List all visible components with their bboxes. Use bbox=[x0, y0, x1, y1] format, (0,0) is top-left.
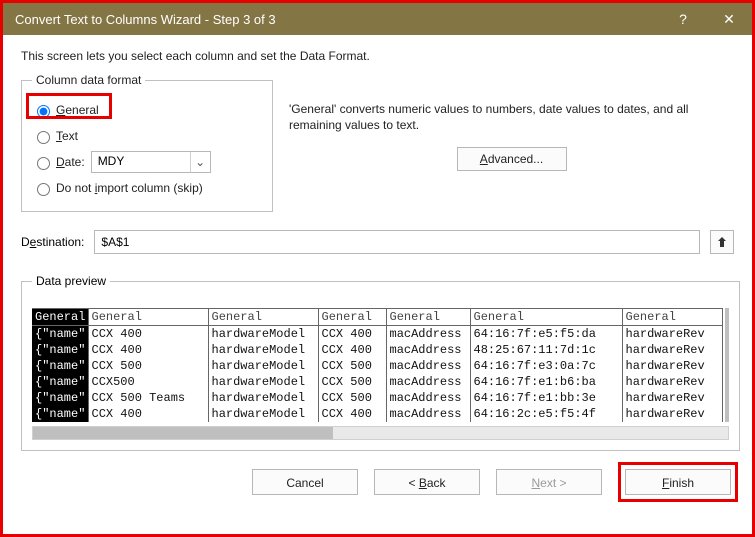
preview-cell: {"name" bbox=[32, 406, 88, 422]
table-row: {"name"CCX500hardwareModelCCX 500macAddr… bbox=[32, 374, 722, 390]
destination-value: $A$1 bbox=[101, 235, 129, 249]
format-description: 'General' converts numeric values to num… bbox=[289, 73, 734, 133]
preview-cell: CCX500 bbox=[88, 374, 208, 390]
preview-cell: CCX 400 bbox=[318, 406, 386, 422]
preview-cell: 64:16:2c:e5:f5:4f bbox=[470, 406, 622, 422]
column-data-format-group: Column data format General Text Date: MD… bbox=[21, 73, 273, 212]
preview-cell: macAddress bbox=[386, 406, 470, 422]
preview-cell: {"name" bbox=[32, 374, 88, 390]
preview-cell: CCX 500 bbox=[88, 358, 208, 374]
preview-cell: CCX 500 bbox=[318, 374, 386, 390]
next-button: Next > bbox=[496, 469, 602, 495]
finish-button[interactable]: Finish bbox=[625, 469, 731, 495]
window-title: Convert Text to Columns Wizard - Step 3 … bbox=[15, 12, 660, 27]
destination-label: Destination: bbox=[21, 235, 84, 249]
preview-cell: {"name" bbox=[32, 342, 88, 358]
preview-cell: 64:16:7f:e1:bb:3e bbox=[470, 390, 622, 406]
table-row: {"name"CCX 400hardwareModelCCX 400macAdd… bbox=[32, 342, 722, 358]
preview-cell: CCX 400 bbox=[318, 342, 386, 358]
preview-hscrollbar[interactable] bbox=[32, 426, 729, 440]
instruction-text: This screen lets you select each column … bbox=[21, 49, 734, 63]
preview-cell: hardwareRev bbox=[622, 374, 722, 390]
preview-cell: 64:16:7f:e1:b6:ba bbox=[470, 374, 622, 390]
table-row: {"name"CCX 500 TeamshardwareModelCCX 500… bbox=[32, 390, 722, 406]
preview-col-header[interactable]: General bbox=[88, 309, 208, 326]
table-row: {"name"CCX 400hardwareModelCCX 400macAdd… bbox=[32, 326, 722, 342]
preview-cell: hardwareRev bbox=[622, 406, 722, 422]
preview-cell: 64:16:7f:e3:0a:7c bbox=[470, 358, 622, 374]
preview-cell: macAddress bbox=[386, 358, 470, 374]
preview-cell: hardwareModel bbox=[208, 342, 318, 358]
preview-cell: CCX 500 bbox=[318, 390, 386, 406]
close-button[interactable]: ✕ bbox=[706, 3, 752, 35]
advanced-button[interactable]: Advanced... bbox=[457, 147, 567, 171]
preview-cell: hardwareRev bbox=[622, 390, 722, 406]
highlight-finish: Finish bbox=[618, 462, 738, 502]
column-data-format-legend: Column data format bbox=[32, 73, 145, 87]
radio-text[interactable] bbox=[37, 131, 50, 144]
preview-cell: hardwareRev bbox=[622, 358, 722, 374]
cancel-button[interactable]: Cancel bbox=[252, 469, 358, 495]
preview-cell: macAddress bbox=[386, 390, 470, 406]
preview-cell: CCX 400 bbox=[318, 326, 386, 342]
preview-cell: hardwareRev bbox=[622, 326, 722, 342]
preview-cell: {"name" bbox=[32, 326, 88, 342]
radio-general[interactable] bbox=[37, 105, 50, 118]
date-format-value: MDY bbox=[98, 154, 125, 168]
preview-cell: hardwareModel bbox=[208, 390, 318, 406]
preview-col-header[interactable]: General bbox=[32, 309, 88, 326]
label-general: General bbox=[56, 103, 99, 117]
preview-cell: macAddress bbox=[386, 374, 470, 390]
label-skip: Do not import column (skip) bbox=[56, 181, 203, 195]
preview-cell: hardwareRev bbox=[622, 342, 722, 358]
preview-cell: hardwareModel bbox=[208, 374, 318, 390]
range-select-icon bbox=[716, 236, 728, 248]
label-date: Date: bbox=[56, 155, 85, 169]
destination-input[interactable]: $A$1 bbox=[94, 230, 700, 254]
preview-cell: hardwareModel bbox=[208, 358, 318, 374]
data-preview-legend: Data preview bbox=[32, 274, 110, 288]
preview-col-header[interactable]: General bbox=[386, 309, 470, 326]
preview-col-header[interactable]: General bbox=[470, 309, 622, 326]
preview-cell: CCX 400 bbox=[88, 326, 208, 342]
preview-col-header[interactable]: General bbox=[622, 309, 722, 326]
collapse-dialog-button[interactable] bbox=[710, 230, 734, 254]
radio-skip[interactable] bbox=[37, 183, 50, 196]
preview-col-header[interactable]: General bbox=[208, 309, 318, 326]
preview-cell: CCX 500 bbox=[318, 358, 386, 374]
preview-cell: CCX 400 bbox=[88, 406, 208, 422]
table-row: {"name"CCX 400hardwareModelCCX 400macAdd… bbox=[32, 406, 722, 422]
preview-cell: {"name" bbox=[32, 390, 88, 406]
table-row: {"name"CCX 500hardwareModelCCX 500macAdd… bbox=[32, 358, 722, 374]
preview-cell: 64:16:7f:e5:f5:da bbox=[470, 326, 622, 342]
data-preview-group: Data preview GeneralGeneralGeneralGenera… bbox=[21, 274, 740, 451]
preview-col-header[interactable]: General bbox=[318, 309, 386, 326]
preview-cell: 48:25:67:11:7d:1c bbox=[470, 342, 622, 358]
radio-date[interactable] bbox=[37, 157, 50, 170]
preview-table[interactable]: GeneralGeneralGeneralGeneralGeneralGener… bbox=[32, 308, 723, 422]
help-button[interactable]: ? bbox=[660, 3, 706, 35]
chevron-down-icon: ⌄ bbox=[190, 152, 210, 172]
back-button[interactable]: < Back bbox=[374, 469, 480, 495]
preview-cell: macAddress bbox=[386, 326, 470, 342]
preview-cell: hardwareModel bbox=[208, 326, 318, 342]
preview-cell: CCX 500 Teams bbox=[88, 390, 208, 406]
preview-cell: {"name" bbox=[32, 358, 88, 374]
preview-cell: hardwareModel bbox=[208, 406, 318, 422]
scrollbar-thumb[interactable] bbox=[33, 427, 333, 439]
label-text: Text bbox=[56, 129, 78, 143]
titlebar: Convert Text to Columns Wizard - Step 3 … bbox=[3, 3, 752, 35]
preview-cell: macAddress bbox=[386, 342, 470, 358]
preview-cell: CCX 400 bbox=[88, 342, 208, 358]
date-format-select[interactable]: MDY ⌄ bbox=[91, 151, 211, 173]
